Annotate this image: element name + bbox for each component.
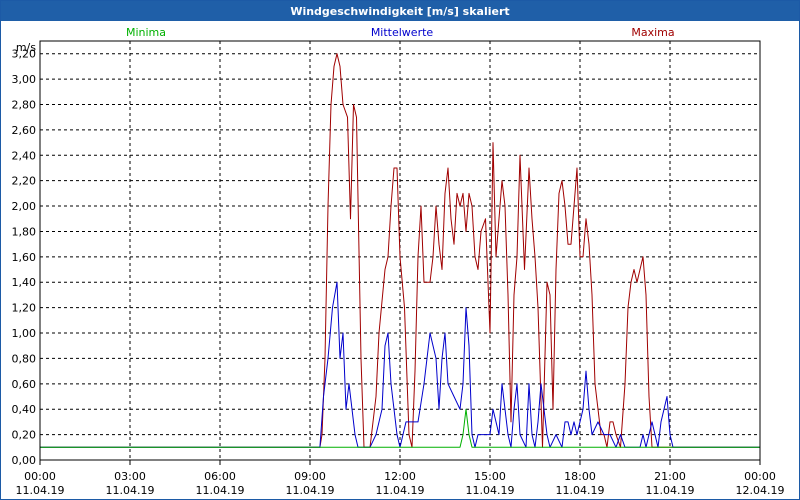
- legend-mean-label: Mittelwerte: [371, 26, 434, 39]
- x-tick-time-label: 03:00: [114, 470, 146, 483]
- x-tick-date-label: 12.04.19: [736, 484, 785, 497]
- x-tick-date-label: 11.04.19: [106, 484, 155, 497]
- x-tick-date-label: 11.04.19: [646, 484, 695, 497]
- x-tick-date-label: 11.04.19: [556, 484, 605, 497]
- y-tick-label: 2,20: [12, 175, 37, 188]
- y-tick-label: 0,40: [12, 403, 37, 416]
- x-tick-time-label: 12:00: [384, 470, 416, 483]
- series-line-mittelwerte: [40, 281, 760, 448]
- x-tick-time-label: 06:00: [204, 470, 236, 483]
- x-tick-time-label: 15:00: [474, 470, 506, 483]
- x-tick-time-label: 18:00: [564, 470, 596, 483]
- y-tick-label: 1,80: [12, 225, 37, 238]
- y-tick-label: 2,80: [12, 98, 37, 111]
- x-tick-time-label: 09:00: [294, 470, 326, 483]
- y-tick-label: 3,20: [12, 48, 37, 61]
- y-tick-label: 0,60: [12, 378, 37, 391]
- y-tick-label: 2,00: [12, 200, 37, 213]
- y-tick-label: 3,00: [12, 73, 37, 86]
- y-tick-label: 2,40: [12, 149, 37, 162]
- series-line-minima: [40, 408, 760, 448]
- legend-max-label: Maxima: [631, 26, 674, 39]
- y-axis-unit-label: m/s: [16, 41, 36, 54]
- x-tick-date-label: 11.04.19: [466, 484, 515, 497]
- y-tick-label: 2,60: [12, 124, 37, 137]
- series-line-maxima: [40, 53, 760, 448]
- x-tick-date-label: 11.04.19: [16, 484, 65, 497]
- y-tick-label: 0,80: [12, 352, 37, 365]
- y-tick-label: 1,40: [12, 276, 37, 289]
- x-tick-date-label: 11.04.19: [196, 484, 245, 497]
- y-tick-label: 0,00: [12, 454, 37, 467]
- plot-frame: [39, 40, 761, 461]
- x-tick-time-label: 00:00: [24, 470, 56, 483]
- y-tick-label: 1,00: [12, 327, 37, 340]
- legend-min-label: Minima: [126, 26, 166, 39]
- x-tick-time-label: 21:00: [654, 470, 686, 483]
- series-layer: [40, 53, 760, 448]
- y-tick-label: 1,60: [12, 251, 37, 264]
- y-tick-label: 0,20: [12, 429, 37, 442]
- axis-layer: 0,00 0,20 0,40 0,60 0,80 1,00 1,20 1,40 1,60 1,80…: [12, 40, 785, 497]
- window-title: Windgeschwindigkeit [m/s] skaliert: [1, 1, 799, 21]
- x-tick-date-label: 11.04.19: [376, 484, 425, 497]
- grid-layer: [40, 41, 760, 460]
- y-tick-label: 1,20: [12, 302, 37, 315]
- x-tick-time-label: 00:00: [744, 470, 776, 483]
- x-tick-date-label: 11.04.19: [286, 484, 335, 497]
